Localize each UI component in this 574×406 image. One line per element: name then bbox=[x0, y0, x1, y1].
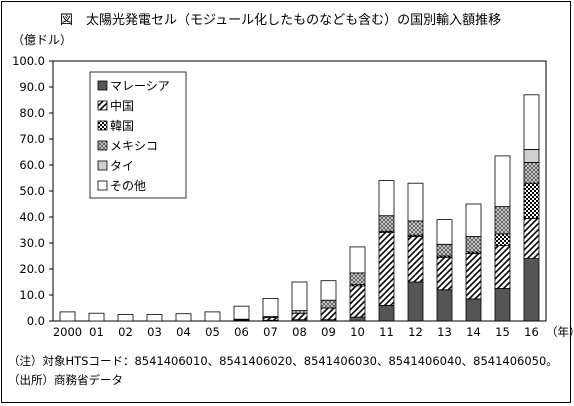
x-tick-label-03: 03 bbox=[147, 325, 162, 339]
bar-13-series-5 bbox=[436, 219, 453, 245]
bar-16-series-2 bbox=[523, 182, 540, 219]
legend-swatch-4 bbox=[97, 160, 108, 171]
x-tick-label-2000: 2000 bbox=[53, 325, 82, 339]
x-tick-label-01: 01 bbox=[89, 325, 104, 339]
bar-11-series-5 bbox=[378, 180, 395, 217]
x-tick-label-08: 08 bbox=[292, 325, 307, 339]
plot-area: 0.0 10.0 20.0 30.0 40.0 50.0 60.0 70.0 80.0 90.0 1… bbox=[12, 54, 574, 339]
bar-15-series-0 bbox=[494, 288, 511, 322]
legend-box bbox=[89, 71, 187, 199]
bar-15-series-2 bbox=[494, 233, 511, 246]
y-tick-label-2: 20.0 bbox=[19, 262, 45, 276]
bar-10-series-3 bbox=[349, 272, 366, 285]
bar-15-series-5 bbox=[494, 155, 511, 207]
bar-11-series-1 bbox=[378, 232, 395, 306]
x-axis-label: （年） bbox=[546, 325, 574, 339]
y-tick-label-5: 50.0 bbox=[19, 184, 45, 198]
legend-swatch-1 bbox=[97, 100, 108, 111]
bar-10-series-1 bbox=[349, 285, 366, 318]
bar-07-series-5 bbox=[262, 297, 279, 317]
bar-12-series-1 bbox=[407, 236, 424, 283]
bar-08-series-1 bbox=[291, 312, 308, 321]
bar-13-series-1 bbox=[436, 256, 453, 291]
y-tick-label-6: 60.0 bbox=[19, 158, 45, 172]
bar-14-series-5 bbox=[465, 203, 482, 237]
bar-11-series-0 bbox=[378, 304, 395, 322]
bar-16-series-4 bbox=[523, 148, 540, 163]
y-tick-label-10: 100.0 bbox=[12, 54, 45, 68]
bar-05-series-5 bbox=[204, 311, 221, 322]
x-tick-label-06: 06 bbox=[234, 325, 249, 339]
x-tick-label-04: 04 bbox=[176, 325, 191, 339]
y-tick-label-7: 70.0 bbox=[19, 132, 45, 146]
x-tick-label-05: 05 bbox=[205, 325, 220, 339]
chart-title: 図 太陽光発電セル（モジュール化したものなども含む）の国別輸入額推移 bbox=[60, 12, 501, 28]
x-tick-label-11: 11 bbox=[379, 325, 394, 339]
y-tick-label-3: 30.0 bbox=[19, 236, 45, 250]
legend-swatch-0 bbox=[97, 80, 108, 91]
legend-label-3: メキシコ bbox=[110, 139, 158, 153]
bar-14-series-1 bbox=[465, 252, 482, 300]
bar-13-series-3 bbox=[436, 243, 453, 257]
bar-12-series-0 bbox=[407, 281, 424, 322]
y-tick-label-9: 90.0 bbox=[19, 80, 45, 94]
bar-14-series-0 bbox=[465, 298, 482, 322]
x-tick-label-13: 13 bbox=[437, 325, 452, 339]
x-tick-label-12: 12 bbox=[408, 325, 423, 339]
bar-11-series-3 bbox=[378, 215, 395, 232]
bar-15-series-1 bbox=[494, 245, 511, 289]
bar-15-series-3 bbox=[494, 206, 511, 235]
legend-swatch-3 bbox=[97, 140, 108, 151]
bar-09-series-3 bbox=[320, 299, 337, 309]
y-tick-label-0: 0.0 bbox=[27, 314, 45, 328]
bar-16-series-3 bbox=[523, 161, 540, 184]
bar-06-series-5 bbox=[233, 305, 250, 320]
bar-16-series-1 bbox=[523, 217, 540, 260]
bar-12-series-3 bbox=[407, 220, 424, 236]
legend-label-0: マレーシア bbox=[110, 79, 170, 93]
bar-14-series-3 bbox=[465, 236, 482, 253]
x-tick-label-09: 09 bbox=[321, 325, 336, 339]
bar-03-series-5 bbox=[146, 314, 163, 322]
bar-12-series-5 bbox=[407, 182, 424, 222]
bar-10-series-5 bbox=[349, 246, 366, 274]
bar-13-series-0 bbox=[436, 289, 453, 322]
x-tick-label-15: 15 bbox=[495, 325, 510, 339]
bar-08-series-5 bbox=[291, 281, 308, 312]
x-tick-label-02: 02 bbox=[118, 325, 133, 339]
y-axis-label: （億ドル） bbox=[12, 33, 72, 47]
legend-label-2: 韓国 bbox=[110, 119, 134, 133]
bar-09-series-1 bbox=[320, 307, 337, 321]
x-tick-label-07: 07 bbox=[263, 325, 278, 339]
legend-swatch-2 bbox=[97, 120, 108, 131]
x-tick-label-10: 10 bbox=[350, 325, 365, 339]
bar-01-series-5 bbox=[88, 312, 105, 322]
bar-2000-series-5 bbox=[59, 311, 76, 322]
source-note-origin: （出所）商務省データ bbox=[8, 373, 123, 387]
bar-04-series-5 bbox=[175, 313, 192, 322]
y-tick-label-4: 40.0 bbox=[19, 210, 45, 224]
bar-16-series-0 bbox=[523, 258, 540, 322]
legend-label-4: タイ bbox=[110, 159, 134, 173]
x-tick-label-14: 14 bbox=[466, 325, 481, 339]
bar-16-series-5 bbox=[523, 94, 540, 150]
y-tick-label-1: 10.0 bbox=[19, 288, 45, 302]
bar-10-series-0 bbox=[349, 316, 366, 322]
legend-swatch-5 bbox=[97, 180, 108, 191]
legend-label-5: その他 bbox=[110, 179, 146, 193]
bar-02-series-5 bbox=[117, 314, 134, 322]
source-note-hts: （注）対象HTSコード：8541406010、8541406020、854140… bbox=[8, 354, 558, 368]
legend-label-1: 中国 bbox=[110, 98, 134, 113]
x-tick-label-16: 16 bbox=[524, 325, 539, 339]
y-tick-label-8: 80.0 bbox=[19, 106, 45, 120]
bar-09-series-5 bbox=[320, 280, 337, 301]
